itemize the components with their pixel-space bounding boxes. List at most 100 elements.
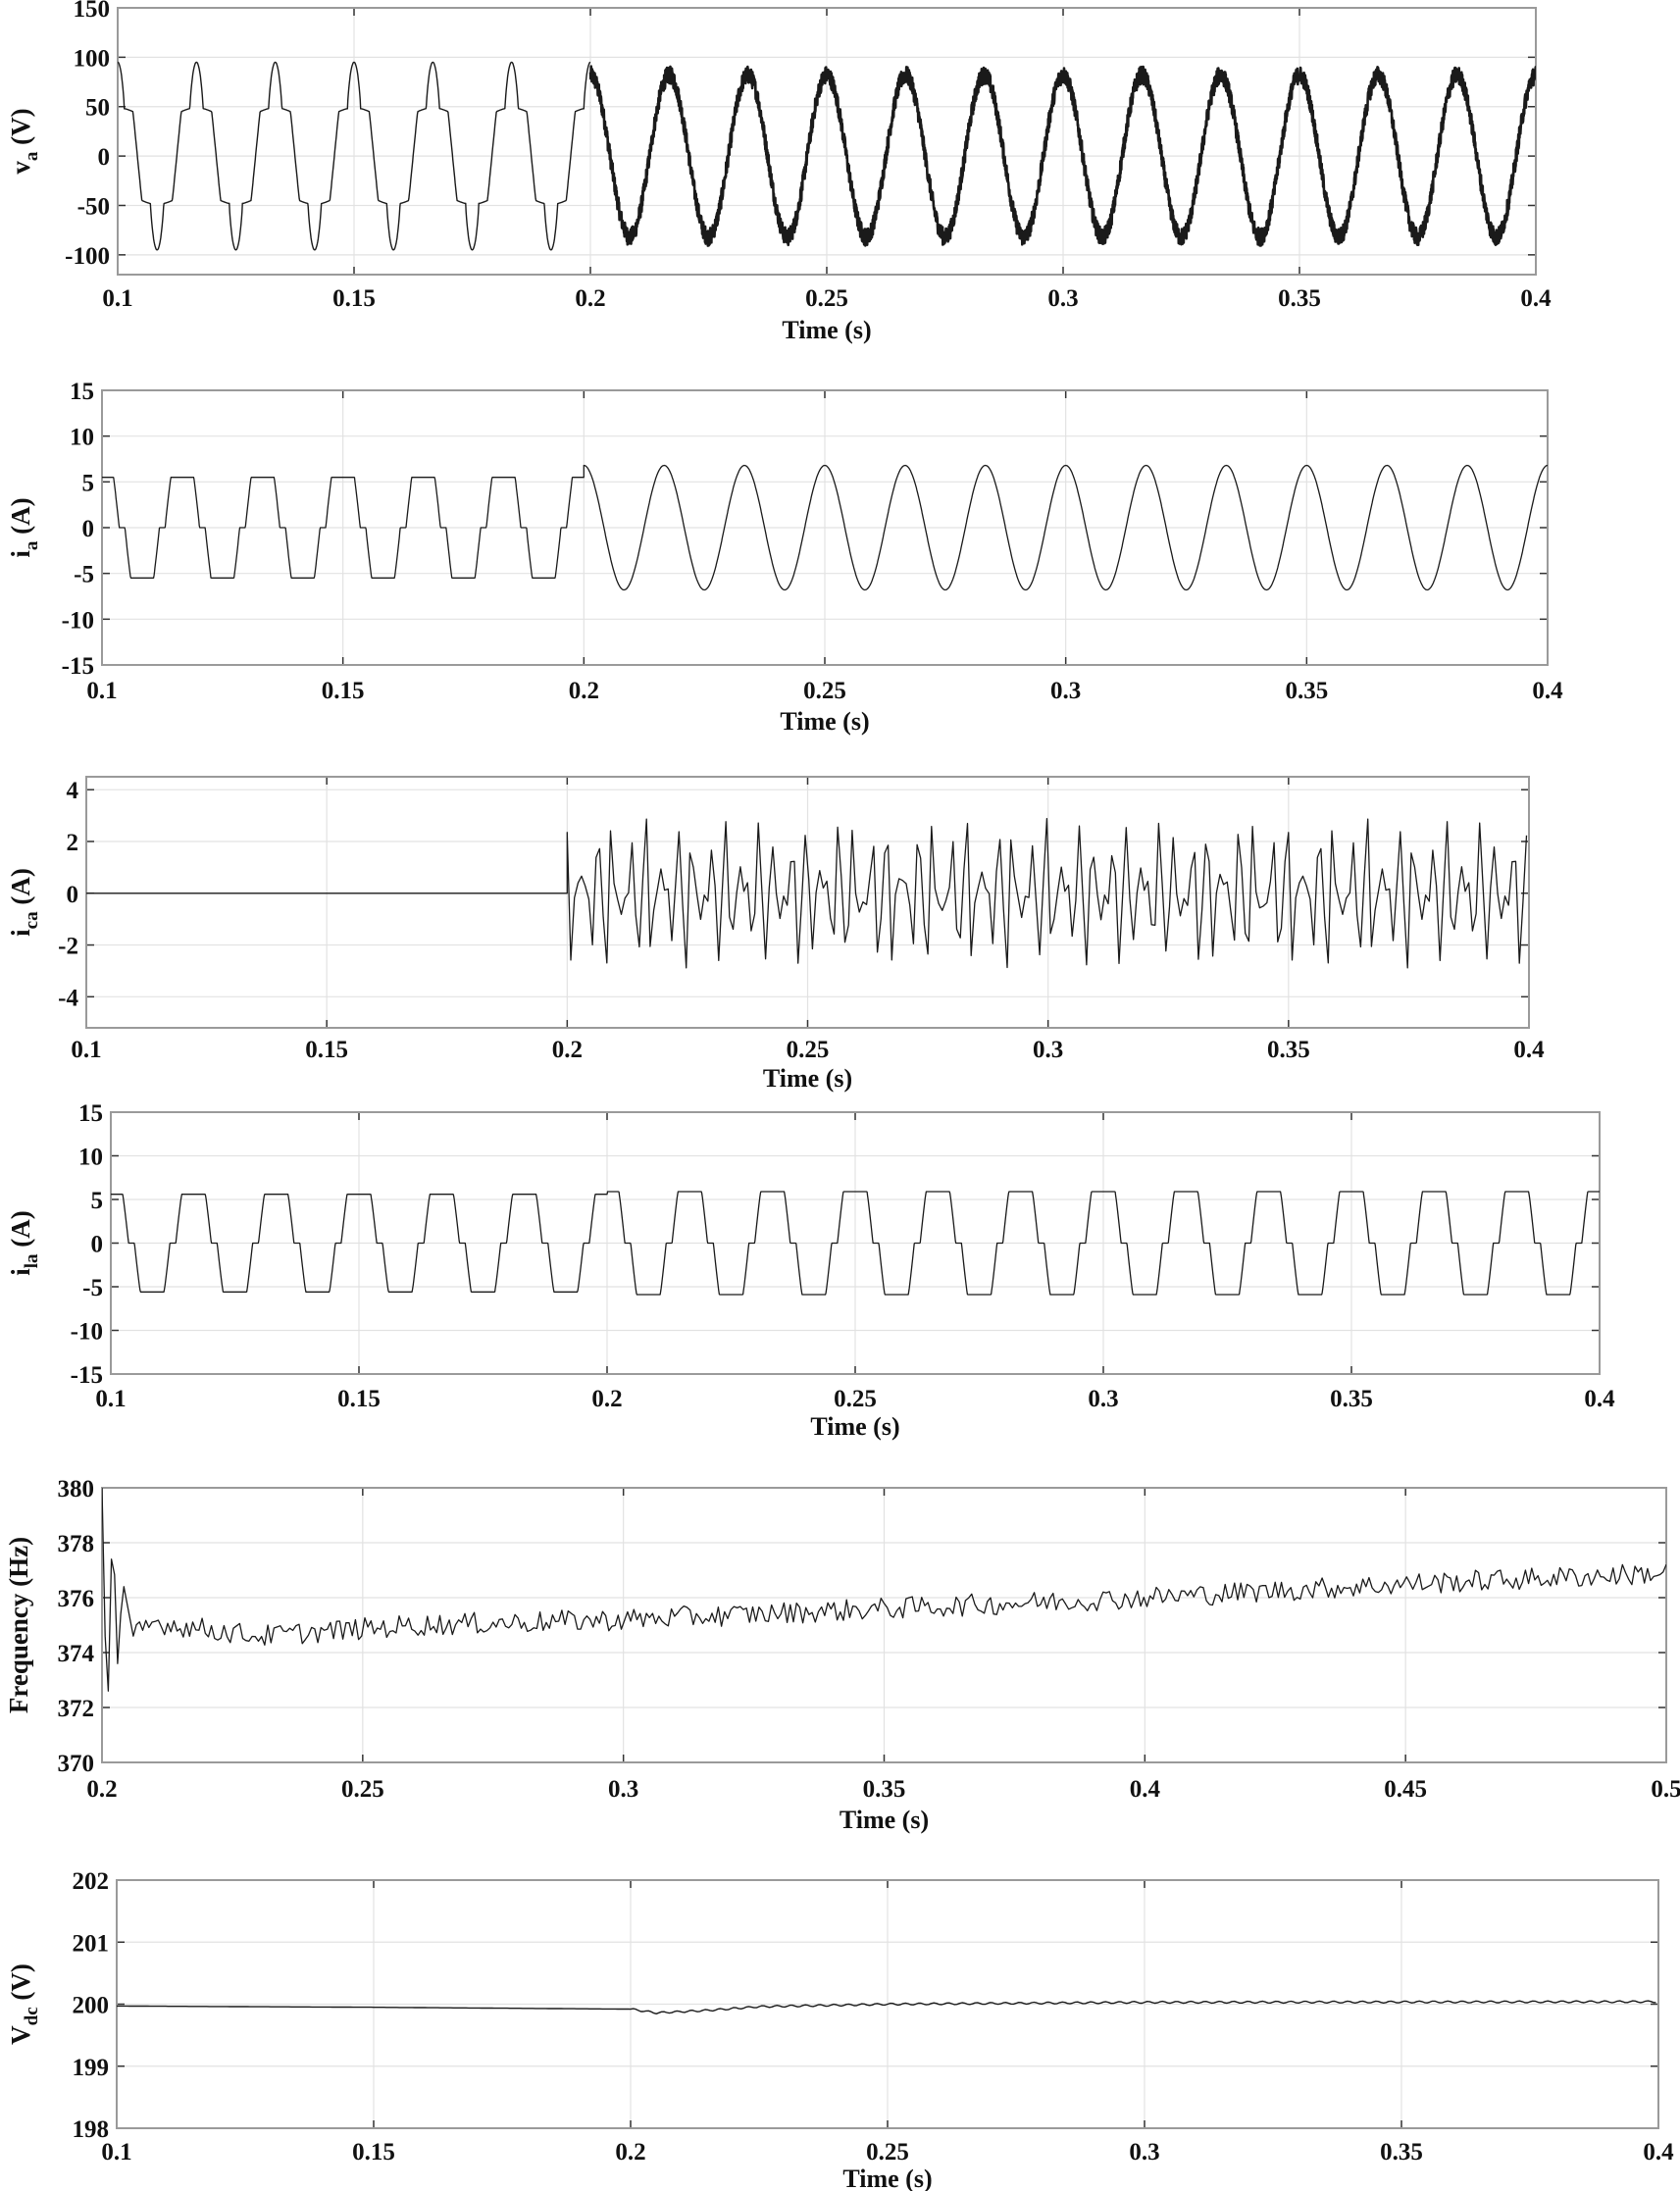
y-tick-label: -50 [77,193,110,220]
x-tick-label: 0.2 [615,2139,645,2166]
x-tick-label: 0.2 [575,285,605,312]
x-tick-label: 0.2 [569,678,599,704]
y-label-main: i [6,929,35,937]
x-tick-label: 0.4 [1532,678,1563,704]
x-tick-label: 0.4 [1130,1776,1161,1803]
y-tick-label: 202 [73,1868,110,1895]
x-tick-label: 0.2 [86,1776,117,1803]
subplot-5: 0.2 0.25 0.3 0.35 0.4 0.45 0.5 370 372 374 376 378 3… [4,1476,1680,1834]
x-tick-label: 0.45 [1384,1776,1427,1803]
y-axis-label: ia (A) [6,497,42,557]
y-label-unit [6,2001,35,2008]
x-tick-label: 0.4 [1643,2139,1674,2166]
x-tick-label: 0.25 [866,2139,909,2166]
axes-frame [101,1487,1667,1763]
y-tick-label: 378 [58,1531,95,1557]
subplot-4: 0.1 0.15 0.2 0.25 0.3 0.35 0.4 -15 -10 -5 0 5 10 15 Ti… [6,1100,1615,1441]
axes-frame [85,776,1530,1029]
y-label-unit: (A) [6,1210,35,1247]
axes-frame [116,1879,1659,2129]
y-tick-label: 376 [58,1586,95,1612]
x-tick-label: 0.15 [332,285,376,312]
y-tick-label: 10 [78,1145,103,1171]
axes-frame [101,389,1549,666]
y-label-main: i [6,550,35,558]
y-tick-label: 100 [74,45,111,72]
y-axis-label: Vdc (V) [6,1963,42,2045]
y-tick-label: 10 [70,425,94,451]
x-tick-label: 0.35 [863,1776,906,1803]
x-axis-label: Time (s) [780,707,869,736]
y-tick-label: 0 [91,1232,104,1258]
y-label-subscript: a [22,151,42,161]
y-axis-label: ica (A) [6,868,42,937]
x-tick-label: 0.3 [1047,285,1078,312]
y-label-unit: (A) [6,868,35,904]
x-tick-label: 0.25 [834,1386,877,1412]
x-tick-label: 0.35 [1285,678,1328,704]
x-tick-label: 0.1 [102,285,132,312]
x-tick-label: 0.1 [71,1037,101,1063]
x-tick-label: 0.3 [608,1776,638,1803]
x-tick-label: 0.25 [805,285,848,312]
y-tick-label: 198 [73,2116,110,2143]
y-label-main: Frequency (Hz) [4,1537,33,1713]
y-tick-label: 5 [91,1188,104,1214]
y-label-subscript: dc [22,2007,42,2025]
y-tick-label: -2 [58,934,78,960]
x-tick-label: 0.4 [1584,1386,1615,1412]
x-tick-label: 0.5 [1651,1776,1680,1803]
y-label-subscript: la [22,1253,42,1268]
y-tick-label: 374 [58,1641,95,1667]
y-tick-label: 4 [67,778,79,804]
y-label-subscript: a [22,540,42,550]
y-tick-label: 199 [73,2055,110,2081]
y-tick-label: 380 [58,1476,95,1503]
x-tick-label: 0.25 [787,1037,830,1063]
y-axis-label: ila (A) [6,1210,42,1276]
x-axis-label: Time (s) [842,2165,932,2191]
y-tick-label: -15 [71,1362,103,1389]
x-tick-label: 0.25 [803,678,846,704]
x-tick-label: 0.15 [322,678,365,704]
y-tick-label: 5 [82,470,95,496]
subplot-1: 0.1 0.15 0.2 0.25 0.3 0.35 0.4 -100 -50 0 50 100 150… [6,0,1552,344]
x-axis-label: Time (s) [810,1412,899,1441]
x-tick-label: 0.2 [591,1386,622,1412]
series-line-1 [117,2000,1656,2015]
y-tick-label: 15 [78,1100,103,1127]
x-tick-label: 0.3 [1088,1386,1118,1412]
x-tick-label: 0.3 [1033,1037,1063,1063]
y-tick-label: 150 [74,0,111,23]
x-tick-label: 0.3 [1129,2139,1159,2166]
y-label-unit [6,535,35,541]
x-tick-label: 0.35 [1380,2139,1423,2166]
subplot-3: 0.1 0.15 0.2 0.25 0.3 0.35 0.4 -4 -2 0 2 4 Time (s) i… [6,776,1545,1093]
series-line-1 [86,817,1528,969]
y-tick-label: -4 [58,985,78,1011]
y-tick-label: 15 [70,379,94,405]
y-tick-label: 0 [98,144,111,171]
y-tick-label: 50 [85,95,110,122]
y-tick-label: 201 [73,1930,110,1957]
series-line-2 [588,65,1536,247]
x-tick-label: 0.15 [337,1386,381,1412]
y-tick-label: 200 [73,1993,110,2019]
subplot-6: 0.1 0.15 0.2 0.25 0.3 0.35 0.4 198 199 200 201 202 T… [6,1868,1674,2191]
series-line-1 [111,1191,1600,1296]
x-axis-label: Time (s) [782,316,871,344]
x-tick-label: 0.35 [1267,1037,1310,1063]
series-line-1 [118,61,591,251]
y-label-subscript: ca [22,911,42,929]
y-label-main: v [6,161,35,175]
y-tick-label: 2 [67,830,79,856]
axes-frame [110,1111,1601,1375]
y-tick-label: -5 [74,562,94,588]
x-tick-label: 0.1 [101,2139,131,2166]
series-line-1 [102,1488,1666,1692]
x-axis-label: Time (s) [763,1064,852,1093]
x-tick-label: 0.15 [352,2139,395,2166]
x-tick-label: 0.15 [305,1037,348,1063]
y-axis-label: va (V) [6,108,42,174]
